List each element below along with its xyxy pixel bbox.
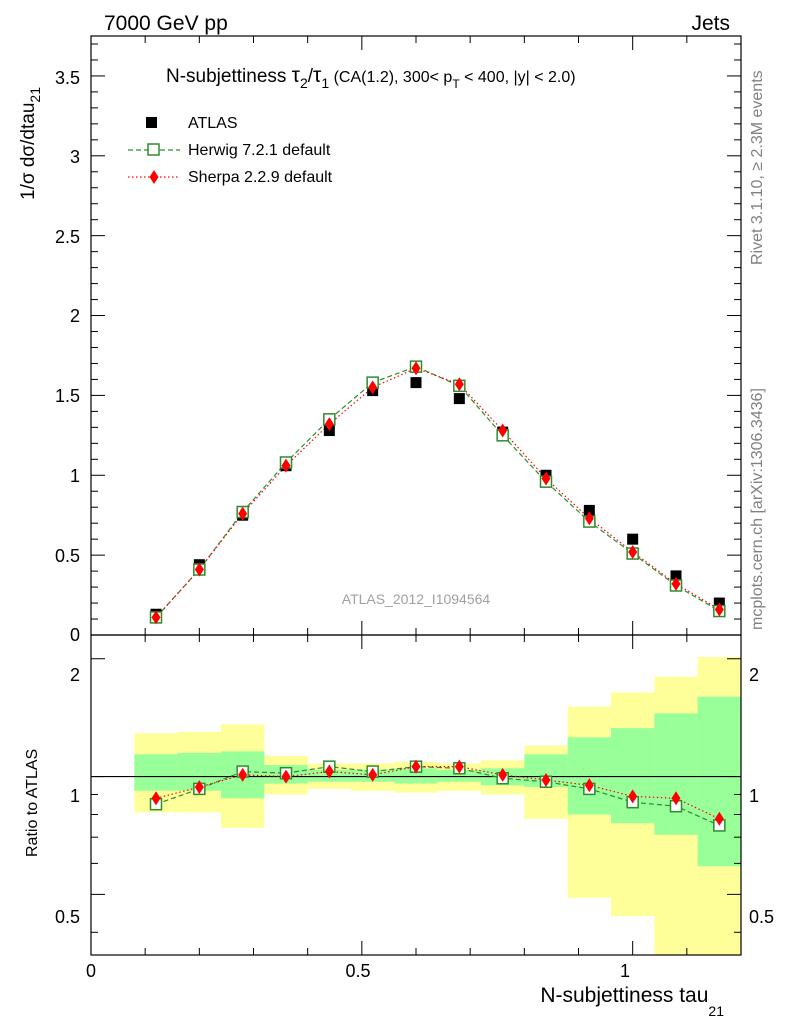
main-y-tick-label: 2 xyxy=(70,306,80,326)
x-label-sub: 21 xyxy=(708,1003,724,1019)
sherpa-ratio-point xyxy=(541,772,551,787)
sherpa-ratio-point xyxy=(151,791,161,806)
legend-atlas-label: ATLAS xyxy=(188,115,238,132)
main-y-tick-label: 3 xyxy=(70,147,80,167)
sherpa-point xyxy=(714,602,724,617)
ratio-y-axis-label: Ratio to ATLAS xyxy=(24,749,41,857)
title-tau2-sub: 2 xyxy=(300,75,308,91)
x-axis-label: N-subjettiness tau21 xyxy=(540,984,724,1019)
title-slash: / xyxy=(308,66,314,87)
herwig-ratio-line xyxy=(155,766,720,827)
main-plot-marks xyxy=(149,360,726,625)
title-tau1-sub: 1 xyxy=(321,75,329,91)
sherpa-point xyxy=(324,417,334,432)
x-tick-label: 0.5 xyxy=(345,961,370,981)
sherpa-line xyxy=(155,367,720,618)
main-y-tick-label: 1.5 xyxy=(55,386,80,406)
plot-title: N-subjettiness τ2/τ1 (CA(1.2), 300< pT <… xyxy=(166,64,576,91)
sherpa-ratio-point xyxy=(628,789,638,804)
mcplots-label: mcplots.cern.ch [arXiv:1306.3436] xyxy=(749,388,766,630)
atlas-point xyxy=(453,393,465,405)
main-y-label-sub: 21 xyxy=(27,87,43,103)
ratio-plot-frame xyxy=(90,634,742,956)
ratio-band-inner xyxy=(611,728,655,824)
sherpa-point xyxy=(238,506,248,521)
ratio-y-tick-label-right: 2 xyxy=(749,665,759,685)
sherpa-ratio-point xyxy=(324,764,334,779)
atlas-point xyxy=(627,533,639,545)
main-y-axis-label: 1/σ dσ/dtau21 xyxy=(18,87,43,200)
ratio-uncertainty-bands xyxy=(91,657,741,955)
main-y-tick-label: 0 xyxy=(70,625,80,645)
main-y-tick-label: 0.5 xyxy=(55,546,80,566)
ratio-y-tick-label-right: 1 xyxy=(749,786,759,806)
sherpa-point xyxy=(628,544,638,559)
ratio-band-inner xyxy=(697,696,741,867)
header-energy: 7000 GeV pp xyxy=(104,12,228,35)
sherpa-ratio-point xyxy=(281,769,291,784)
header-process: Jets xyxy=(691,12,730,35)
sherpa-point xyxy=(194,562,204,577)
ratio-y-tick-label: 0.5 xyxy=(55,907,80,927)
ratio-plot-marks xyxy=(149,759,726,832)
sherpa-ratio-point xyxy=(454,759,464,774)
legend: ATLAS Herwig 7.2.1 default Sherpa 2.2.9 … xyxy=(128,115,333,186)
sherpa-point xyxy=(281,458,291,473)
sherpa-ratio-point xyxy=(498,767,508,782)
legend-herwig-marker xyxy=(147,143,160,156)
main-y-tick-label: 3.5 xyxy=(55,68,80,88)
sherpa-point xyxy=(454,377,464,392)
analysis-id: ATLAS_2012_I1094564 xyxy=(342,591,491,607)
ratio-y-tick-label: 2 xyxy=(70,665,80,685)
x-label-text: N-subjettiness tau xyxy=(540,984,708,1007)
ratio-y-tick-label: 1 xyxy=(70,786,80,806)
legend-sherpa-marker xyxy=(149,170,159,184)
sherpa-ratio-point xyxy=(194,780,204,795)
x-tick-label: 0 xyxy=(86,961,96,981)
x-tick-label: 1 xyxy=(620,961,630,981)
main-y-tick-label: 2.5 xyxy=(55,227,80,247)
title-prefix: N-subjettiness xyxy=(166,66,292,87)
main-y-tick-label: 1 xyxy=(70,466,80,486)
sherpa-point xyxy=(671,576,681,591)
rivet-label: Rivet 3.1.10, ≥ 2.3M events xyxy=(749,70,766,265)
sherpa-point xyxy=(541,471,551,486)
title-cond2: < 400, |y| < 2.0) xyxy=(460,69,576,86)
title-pt-sub: T xyxy=(452,77,460,91)
sherpa-point xyxy=(368,380,378,395)
ratio-band-inner xyxy=(567,737,611,815)
sherpa-point xyxy=(498,423,508,438)
legend-sherpa-label: Sherpa 2.2.9 default xyxy=(188,169,333,186)
sherpa-ratio-point xyxy=(584,778,594,793)
sherpa-ratio-point xyxy=(671,791,681,806)
sherpa-point xyxy=(151,610,161,625)
ratio-y-tick-labels: 0.5 1 2 0.5 1 2 xyxy=(55,665,774,927)
main-y-tick-labels: 0 0.5 1 1.5 2 2.5 3 3.5 xyxy=(55,68,80,645)
x-tick-labels: 0 0.5 1 xyxy=(86,961,630,981)
title-tau1: τ xyxy=(313,64,322,87)
herwig-line xyxy=(155,366,720,618)
atlas-point xyxy=(583,504,595,516)
sherpa-ratio-point xyxy=(238,767,248,782)
legend-atlas-marker xyxy=(146,117,157,128)
sherpa-ratio-point xyxy=(411,759,421,774)
title-tau2: τ xyxy=(292,64,301,87)
main-y-label-text: 1/σ dσ/dtau xyxy=(18,103,39,200)
title-cond1: (CA(1.2), 300< p xyxy=(329,69,452,86)
legend-herwig-label: Herwig 7.2.1 default xyxy=(188,142,331,159)
ratio-band-inner xyxy=(134,754,178,791)
sherpa-ratio-point xyxy=(368,767,378,782)
sherpa-ratio-point xyxy=(714,811,724,826)
ratio-band-inner xyxy=(394,768,438,784)
atlas-point xyxy=(670,570,682,582)
atlas-point xyxy=(410,377,422,389)
ratio-y-tick-label-right: 0.5 xyxy=(749,907,774,927)
sherpa-point xyxy=(411,361,421,376)
ratio-band-inner xyxy=(654,713,698,835)
sherpa-ratio-line xyxy=(155,766,720,820)
ratio-band-inner xyxy=(437,769,481,782)
sherpa-point xyxy=(584,511,594,526)
